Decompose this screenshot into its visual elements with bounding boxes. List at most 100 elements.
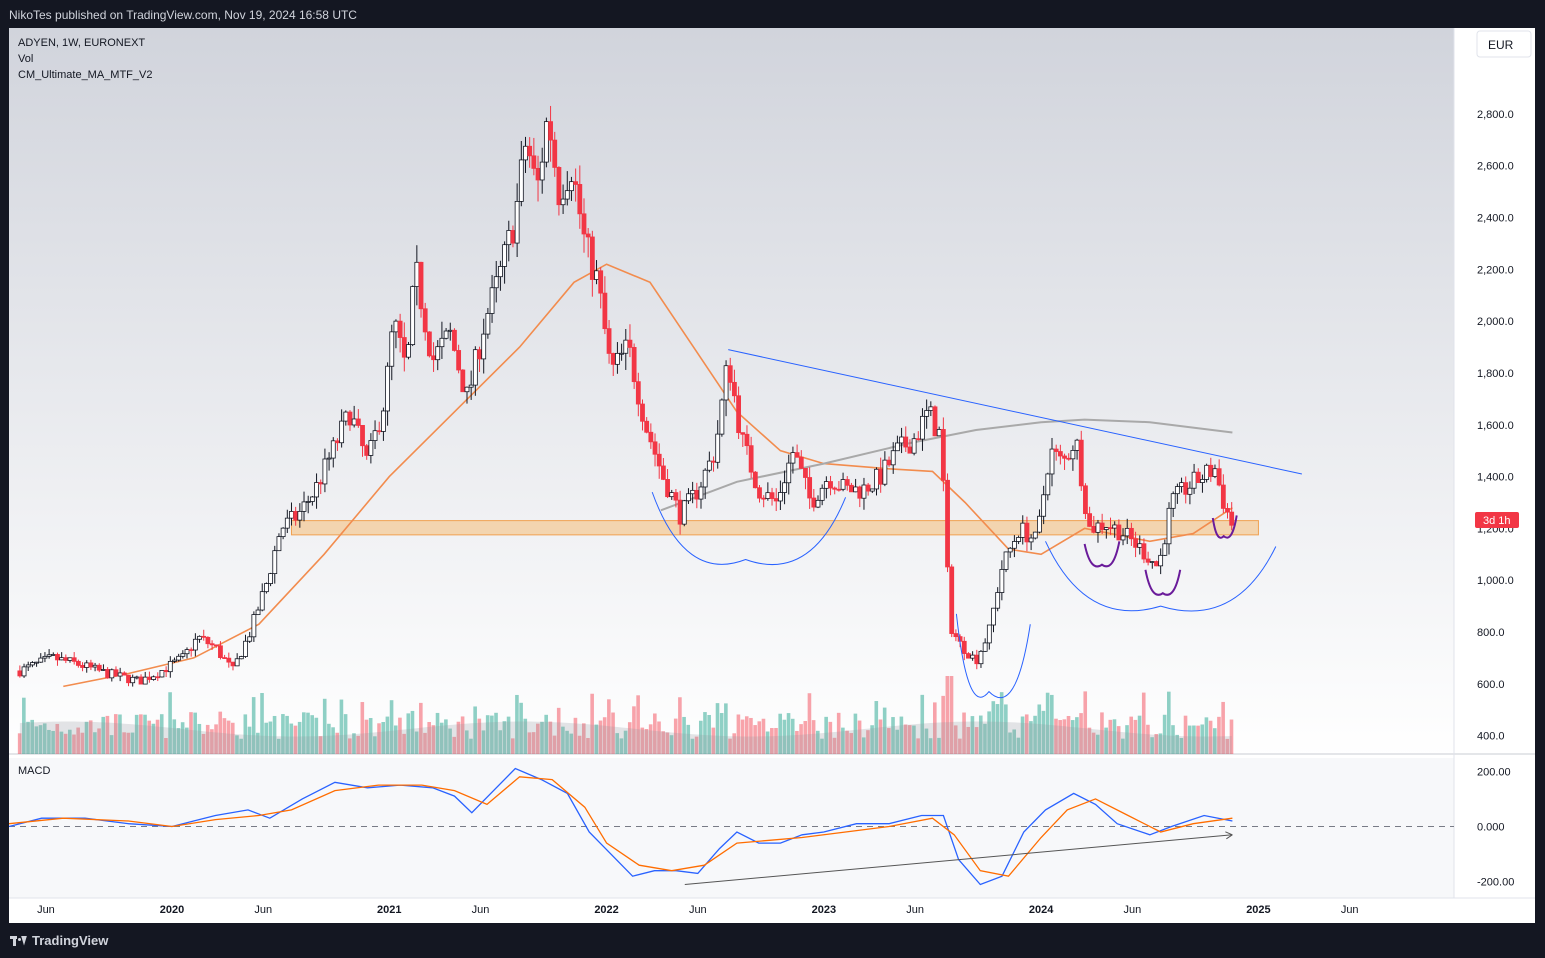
candle-body (928, 406, 934, 411)
volume-bar (1125, 725, 1129, 754)
volume-bar (732, 733, 737, 754)
candle-body (849, 484, 854, 493)
chart-frame[interactable]: 2,800.0 2,600.0 2,400.0 2,200.0 2,000.0 1,800… (9, 28, 1535, 923)
candle-body (460, 369, 466, 393)
volume-bar (841, 727, 845, 754)
volume-bar (385, 716, 390, 754)
macd-axis[interactable]: 200.00 0.000 -200.00 (1477, 766, 1514, 888)
volume-bar (398, 717, 402, 754)
candle-body (1154, 561, 1159, 567)
volume-bar (765, 731, 770, 754)
candle-body (752, 471, 758, 489)
volume-bar (895, 729, 899, 754)
macd-label[interactable]: MACD (18, 765, 50, 777)
legend-volume[interactable]: Vol (18, 53, 33, 65)
candle-body (96, 664, 102, 671)
currency-button[interactable]: EUR (1476, 30, 1532, 58)
legend-symbol[interactable]: ADYEN, 1W, EURONEXT (18, 37, 145, 49)
volume-bar (1100, 712, 1104, 754)
volume-bar (569, 733, 574, 754)
candle-body (740, 432, 746, 435)
price-tick-label: 1,000.0 (1477, 575, 1514, 587)
volume-bar (347, 738, 352, 754)
resistance-trendline (728, 349, 1303, 475)
candle-body (1179, 482, 1184, 487)
candle-body (1053, 448, 1059, 452)
price-axis[interactable]: 2,800.0 2,600.0 2,400.0 2,200.0 2,000.0 1,800… (1477, 109, 1514, 743)
price-tick-label: 1,400.0 (1477, 472, 1514, 484)
volume-bar (577, 735, 582, 754)
currency-button-frame[interactable] (1476, 30, 1532, 58)
volume-bar (360, 702, 365, 754)
volume-bar (176, 728, 181, 754)
volume-bar (490, 715, 494, 754)
volume-bar (1050, 694, 1054, 754)
candle-body (539, 161, 545, 181)
chart-canvas[interactable]: 2,800.0 2,600.0 2,400.0 2,200.0 2,000.0 1,800… (9, 28, 1535, 923)
volume-bar (335, 732, 340, 754)
candle-body (665, 479, 670, 498)
candle-body (92, 664, 98, 668)
volume-bar (945, 676, 950, 754)
volume-bar (272, 715, 277, 754)
volume-bar (410, 710, 415, 754)
volume-bar (402, 733, 406, 754)
price-tick-label: 1,600.0 (1477, 420, 1514, 432)
publish-info: NikoTes published on TradingView.com, No… (9, 8, 357, 22)
volume-bar (937, 737, 941, 754)
volume-bar (84, 721, 89, 754)
volume-bar (1087, 727, 1092, 754)
candle-body (63, 657, 69, 661)
candle-body (894, 442, 900, 452)
candle-body (268, 573, 273, 584)
volume-bar (581, 723, 586, 754)
volume-bar (502, 721, 507, 754)
volume-bar (1158, 733, 1163, 754)
candle-body (218, 645, 223, 658)
candle-body (706, 460, 712, 471)
candle-body (1174, 486, 1180, 495)
ma-long-line (660, 418, 1233, 512)
candle-body (907, 446, 913, 454)
candle-body (882, 459, 888, 485)
candle-body (1062, 455, 1067, 459)
candle-body (443, 330, 449, 339)
candle-body (773, 498, 779, 502)
volume-bar (815, 730, 820, 754)
candle-body (109, 669, 115, 679)
candle-body (819, 487, 825, 501)
candle-body (573, 181, 579, 185)
candle-body (978, 650, 984, 665)
currency-button-label[interactable]: EUR (1488, 38, 1514, 52)
inner-cup-arc (1211, 515, 1238, 539)
candle-body (1212, 468, 1218, 477)
candle-body (330, 440, 336, 459)
candle-body (640, 403, 645, 422)
volume-bar (1091, 732, 1096, 754)
candle-body (698, 486, 704, 500)
candle-body (886, 459, 892, 466)
tradingview-logo[interactable]: TradingView (10, 933, 108, 948)
candle-body (414, 261, 420, 287)
legend-ma-indicator[interactable]: CM_Ultimate_MA_MTF_V2 (18, 69, 152, 81)
volume-bar (1187, 725, 1192, 754)
volume-bar (590, 693, 594, 754)
candle-body (84, 662, 90, 668)
candle-body (936, 429, 942, 437)
volume-bar (243, 714, 248, 754)
candle-body (180, 653, 186, 657)
volume-bar (1196, 725, 1200, 754)
time-axis[interactable]: Jun 2020 Jun 2021 Jun 2022 Jun 2023 Jun 2024 Jun 20… (37, 904, 1359, 916)
moving-averages-layer (63, 263, 1233, 688)
candle-body (844, 479, 850, 486)
candle-body (823, 481, 829, 489)
volume-bar (795, 730, 799, 754)
candle-body (1041, 494, 1047, 517)
candle-body (782, 482, 787, 493)
volume-bar (268, 721, 273, 754)
volume-bar (439, 722, 444, 754)
volume-bar (239, 738, 243, 754)
volume-bar (820, 738, 824, 754)
volume-bar (690, 738, 695, 754)
volume-bar (803, 720, 808, 754)
